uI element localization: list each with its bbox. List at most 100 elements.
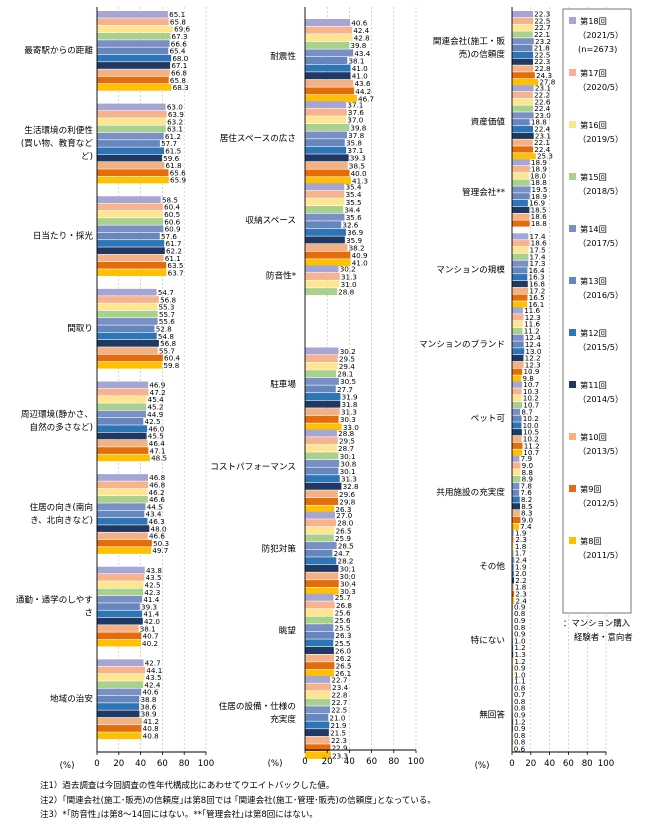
- data-label: 30.8: [340, 459, 356, 468]
- bar: [512, 570, 514, 577]
- legend-sub: （2020/5）: [578, 82, 623, 92]
- data-label: 0.8: [514, 623, 526, 632]
- data-label: 43.5: [146, 573, 162, 582]
- bar: [97, 503, 146, 511]
- bar: [97, 310, 158, 318]
- data-label: 62.2: [166, 246, 182, 255]
- data-label: 61.8: [166, 161, 182, 170]
- bar: [305, 161, 348, 169]
- data-label: 38.5: [349, 161, 365, 170]
- data-label: 46.8: [149, 473, 165, 482]
- bar: [305, 288, 337, 296]
- data-label: 42.5: [145, 580, 161, 589]
- data-label: 23.4: [332, 683, 348, 692]
- bar: [305, 467, 339, 475]
- data-label: 37.1: [347, 101, 363, 110]
- bar: [512, 58, 533, 65]
- data-label: 43.6: [355, 79, 371, 88]
- data-label: 31.3: [341, 475, 357, 484]
- bar: [305, 131, 347, 139]
- bar: [305, 654, 335, 662]
- bar: [512, 590, 515, 598]
- bar: [512, 105, 534, 112]
- bar: [97, 381, 149, 389]
- data-label: 55.7: [159, 346, 175, 355]
- data-label: 2.0: [515, 569, 527, 578]
- bar: [97, 147, 165, 155]
- data-label: 8.9: [522, 475, 534, 484]
- category-label: 居住スペースの広さ: [220, 132, 296, 144]
- bar: [305, 639, 334, 647]
- bar: [512, 435, 522, 443]
- category-label: コストパフォーマンス: [210, 461, 296, 472]
- bar: [305, 542, 337, 550]
- bar: [305, 228, 346, 236]
- data-label: 7.6: [520, 488, 532, 497]
- data-label: 28.8: [338, 288, 354, 297]
- bar: [305, 400, 341, 408]
- data-label: 32.6: [342, 221, 358, 230]
- bar: [512, 429, 522, 436]
- legend-sub: （2016/5）: [578, 290, 623, 300]
- data-label: 40.6: [351, 18, 367, 27]
- x-tick-label: 40: [135, 759, 146, 769]
- bar: [97, 247, 165, 255]
- data-label: 0.8: [514, 609, 526, 618]
- legend-sub: （2017/5）: [578, 238, 623, 248]
- data-label: 17.2: [529, 286, 545, 295]
- data-label: 35.4: [345, 183, 361, 192]
- footnotes: 注1）過去調査は今回調査の性年代構成比にあわせてウエイトバックした値。 注2）｢…: [40, 779, 436, 823]
- category-label: マンションのブランド: [419, 338, 505, 350]
- data-label: 0.8: [514, 731, 526, 740]
- data-label: 22.7: [535, 23, 551, 32]
- data-label: 35.4: [345, 190, 361, 199]
- category-label: 特にない: [471, 634, 505, 646]
- data-label: 16.1: [528, 300, 544, 309]
- data-label: 16.8: [529, 280, 545, 289]
- bar: [512, 482, 520, 489]
- data-label: 50.3: [153, 539, 169, 548]
- data-label: 28.7: [338, 444, 354, 453]
- bar: [512, 677, 514, 685]
- legend-label: 第8回: [580, 536, 602, 546]
- bar: [305, 429, 337, 437]
- bar: [305, 79, 354, 87]
- data-label: 1.0: [514, 670, 526, 679]
- data-label: 30.0: [340, 572, 356, 581]
- data-label: 35.8: [346, 139, 362, 148]
- bar: [97, 695, 140, 703]
- axis-unit-label: (%): [60, 761, 75, 771]
- data-label: 41.0: [352, 64, 368, 73]
- data-label: 27.7: [337, 385, 353, 394]
- data-label: 23.3: [332, 751, 348, 760]
- data-label: 2.3: [515, 590, 526, 599]
- data-label: 37.6: [348, 108, 364, 117]
- data-label: 57.6: [161, 232, 177, 241]
- data-label: 8.3: [521, 509, 532, 518]
- bar: [512, 213, 530, 220]
- bar: [97, 666, 146, 674]
- bar: [305, 669, 334, 677]
- bar: [512, 267, 528, 274]
- data-label: 1.8: [515, 542, 527, 551]
- data-label: 21.0: [330, 713, 346, 722]
- bar: [305, 177, 351, 185]
- data-label: 52.8: [156, 324, 172, 333]
- data-label: 21.8: [534, 44, 550, 53]
- bar: [97, 176, 169, 184]
- axis-unit-label: (%): [475, 761, 490, 771]
- bar: [512, 31, 533, 38]
- data-label: 8.8: [521, 468, 533, 477]
- data-label: 29.8: [339, 497, 355, 506]
- data-label: 35.5: [346, 198, 362, 207]
- data-label: 46.6: [149, 532, 165, 541]
- bar: [97, 532, 148, 540]
- bar: [512, 536, 515, 543]
- bar: [512, 274, 528, 281]
- data-label: 12.4: [525, 333, 541, 342]
- bar: [512, 597, 515, 604]
- category-label: 関連会社(施工・販: [433, 35, 506, 47]
- x-tick-label: 60: [563, 759, 574, 769]
- data-label: 28.1: [337, 370, 353, 379]
- legend-label: 第10回: [580, 432, 607, 442]
